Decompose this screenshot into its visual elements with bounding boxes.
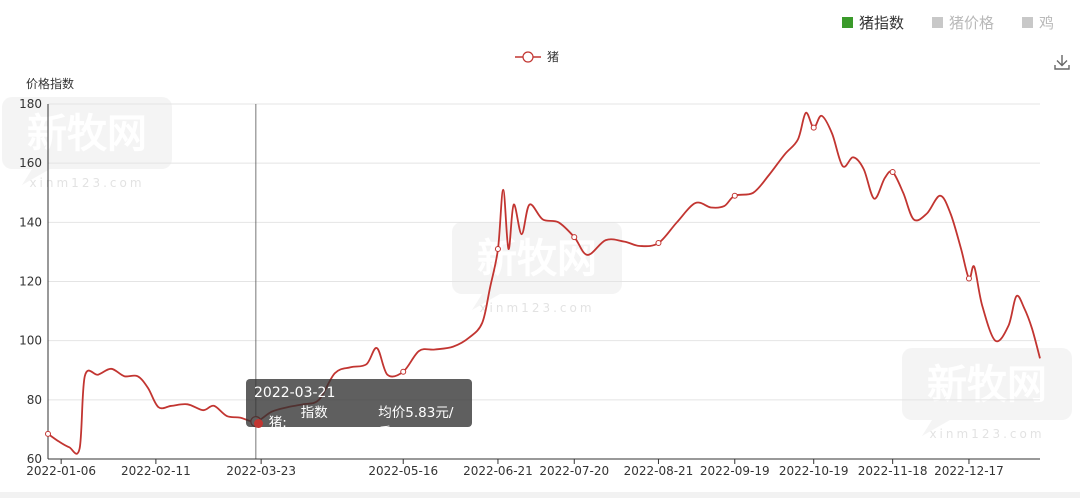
x-tick-label: 2022-01-06 bbox=[26, 464, 96, 478]
watermark-tail bbox=[22, 169, 50, 185]
x-tick-label: 2022-11-18 bbox=[858, 464, 928, 478]
x-tick-label: 2022-06-21 bbox=[463, 464, 533, 478]
footer-strip bbox=[0, 492, 1080, 498]
tooltip-series-dot bbox=[254, 418, 263, 428]
y-tick-label: 140 bbox=[19, 215, 42, 229]
y-tick-label: 120 bbox=[19, 275, 42, 289]
x-tick-label: 2022-02-11 bbox=[121, 464, 191, 478]
tooltip-price: 均价5.83元/斤 bbox=[378, 405, 454, 441]
x-tick-label: 2022-10-19 bbox=[779, 464, 849, 478]
watermark-tail bbox=[922, 420, 950, 436]
tab-label: 猪指数 bbox=[858, 14, 904, 32]
data-point bbox=[889, 169, 896, 176]
legend-marker bbox=[522, 51, 534, 63]
download-icon[interactable] bbox=[1052, 52, 1072, 72]
x-tick-label: 2022-09-19 bbox=[700, 464, 770, 478]
x-tick-label: 2022-12-17 bbox=[934, 464, 1004, 478]
tab-swatch bbox=[841, 17, 853, 28]
tab-label: 猪价格 bbox=[948, 14, 994, 32]
y-tick-label: 80 bbox=[27, 393, 42, 407]
legend-label: 猪 bbox=[547, 50, 559, 64]
watermark-logo: 新牧网 xinm123.com bbox=[2, 97, 172, 190]
watermarks: 新牧网xinm123.com新牧网xinm123.com新牧网xinm123.c… bbox=[2, 97, 1072, 441]
data-point bbox=[655, 240, 662, 247]
data-point bbox=[400, 368, 407, 375]
y-tick-label: 60 bbox=[27, 452, 42, 466]
y-tick-label: 100 bbox=[19, 334, 42, 348]
y-tick-label: 160 bbox=[19, 156, 42, 170]
watermark-logo: 新牧网 xinm123.com bbox=[902, 348, 1072, 441]
watermark-bg bbox=[452, 222, 622, 294]
watermark-url: xinm123.com bbox=[479, 301, 594, 315]
chart-tooltip: 2022-03-21 猪: 指数72.64 均价5.83元/斤 bbox=[246, 379, 472, 441]
y-axis: 60 80 100 120 140 160 180 bbox=[19, 97, 49, 466]
tooltip-date: 2022-03-21 bbox=[254, 385, 336, 401]
data-point bbox=[571, 234, 578, 241]
grid bbox=[48, 103, 1040, 460]
watermark-tail bbox=[472, 294, 500, 310]
x-tick-label: 2022-05-16 bbox=[368, 464, 438, 478]
tab-swatch bbox=[1021, 17, 1033, 28]
tab-chicken[interactable]: 鸡 bbox=[1021, 12, 1054, 33]
legend[interactable]: 猪 bbox=[515, 50, 559, 64]
watermark-brand: 新牧网 bbox=[27, 111, 147, 157]
y-axis-label: 价格指数 bbox=[26, 76, 74, 91]
tooltip-row: 猪: 指数72.64 均价5.83元/斤 bbox=[254, 403, 464, 443]
data-point bbox=[810, 124, 817, 131]
tab-pig-price[interactable]: 猪价格 bbox=[931, 12, 994, 33]
tab-swatch bbox=[931, 17, 943, 28]
watermark-url: xinm123.com bbox=[929, 427, 1044, 441]
tooltip-series-name: 猪 bbox=[268, 415, 283, 431]
data-point bbox=[45, 430, 51, 437]
x-tick-label: 2022-08-21 bbox=[624, 464, 694, 478]
y-tick-label: 180 bbox=[19, 97, 42, 111]
series-line-pig bbox=[47, 111, 1041, 455]
x-tick-label: 2022-07-20 bbox=[539, 464, 609, 478]
tab-pig-index[interactable]: 猪指数 bbox=[841, 12, 904, 33]
data-point bbox=[494, 245, 501, 252]
series-tabs: 猪指数 猪价格 鸡 bbox=[841, 12, 1054, 33]
tooltip-index: 指数72.64 bbox=[300, 405, 340, 441]
watermark-brand: 新牧网 bbox=[927, 362, 1047, 408]
watermark-bg bbox=[2, 97, 172, 169]
watermark-url: xinm123.com bbox=[29, 176, 144, 190]
tab-label: 鸡 bbox=[1038, 14, 1054, 32]
data-point bbox=[731, 192, 738, 199]
watermark-bg bbox=[902, 348, 1072, 420]
x-tick-label: 2022-03-23 bbox=[226, 464, 296, 478]
data-point bbox=[965, 275, 972, 282]
x-axis: 2022-01-06 2022-02-11 2022-03-23 2022-05-16… bbox=[26, 458, 1040, 478]
